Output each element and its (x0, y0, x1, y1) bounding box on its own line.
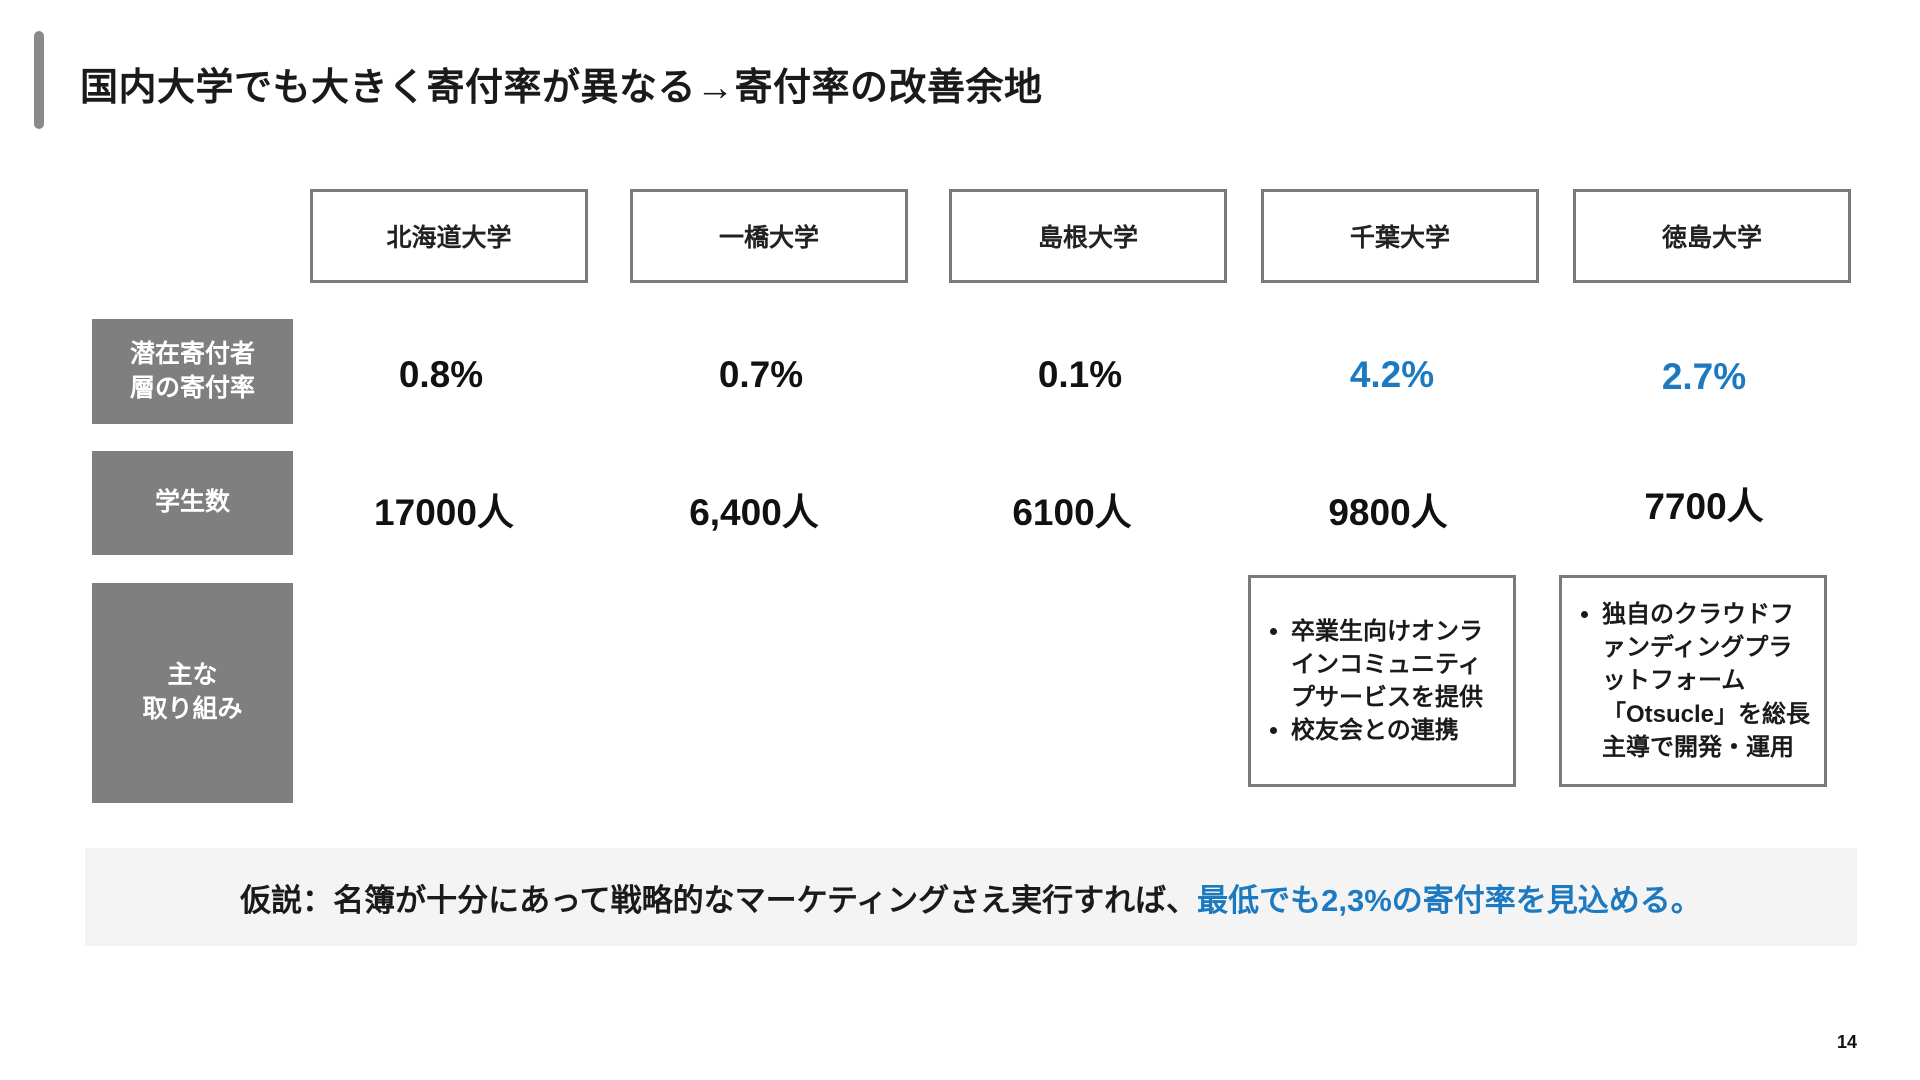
donation-rate-tokushima: 2.7% (1661, 356, 1747, 397)
list-item: 校友会との連携 (1291, 714, 1501, 747)
list-item: 卒業生向けオンラインコミュニティプサービスを提供 (1291, 615, 1501, 714)
initiatives-box-chiba: 卒業生向けオンラインコミュニティプサービスを提供 校友会との連携 (1248, 575, 1516, 787)
student-count-tokushima: 7700人 (1644, 486, 1764, 527)
hypothesis-text: 仮説：名簿が十分にあって戦略的なマーケティングさえ実行すれば、 (240, 882, 1198, 918)
list-item: 独自のクラウドファンディングプラットフォーム「Otsucle」を総長主導で開発・… (1602, 598, 1812, 764)
row-label-donation-rate-line1: 潜在寄付者 (129, 339, 255, 368)
university-header-hitotsubashi: 一橋大学 (630, 189, 908, 283)
student-count-shimane: 6100人 (1012, 492, 1132, 533)
student-count-chiba: 9800人 (1328, 492, 1448, 533)
donation-rate-chiba: 4.2% (1349, 354, 1435, 395)
row-label-initiatives: 主な 取り組み (92, 583, 293, 803)
donation-rate-shimane: 0.1% (1037, 354, 1123, 395)
page-number: 14 (1837, 1032, 1858, 1052)
title-accent-bar (34, 31, 44, 129)
row-label-initiatives-line1: 主な (167, 661, 218, 690)
student-count-hitotsubashi: 6,400人 (689, 492, 819, 533)
slide-title: 国内大学でも大きく寄付率が異なる→寄付率の改善余地 (80, 67, 1043, 109)
row-label-donation-rate: 潜在寄付者 層の寄付率 (92, 319, 293, 424)
university-header-hokkaido: 北海道大学 (310, 189, 588, 283)
row-label-donation-rate-line2: 層の寄付率 (129, 373, 255, 402)
university-header-chiba: 千葉大学 (1261, 189, 1539, 283)
row-label-students: 学生数 (92, 451, 293, 555)
student-count-hokkaido: 17000人 (374, 492, 514, 533)
hypothesis-highlight: 最低でも2,3%の寄付率を見込める。 (1197, 882, 1702, 918)
donation-rate-hitotsubashi: 0.7% (718, 354, 804, 395)
initiatives-box-tokushima: 独自のクラウドファンディングプラットフォーム「Otsucle」を総長主導で開発・… (1559, 575, 1827, 787)
university-header-tokushima: 徳島大学 (1573, 189, 1851, 283)
donation-rate-hokkaido: 0.8% (398, 354, 484, 395)
hypothesis-banner: 仮説：名簿が十分にあって戦略的なマーケティングさえ実行すれば、 最低でも2,3%の… (85, 848, 1857, 946)
row-label-initiatives-line2: 取り組み (142, 695, 243, 723)
university-header-shimane: 島根大学 (949, 189, 1227, 283)
